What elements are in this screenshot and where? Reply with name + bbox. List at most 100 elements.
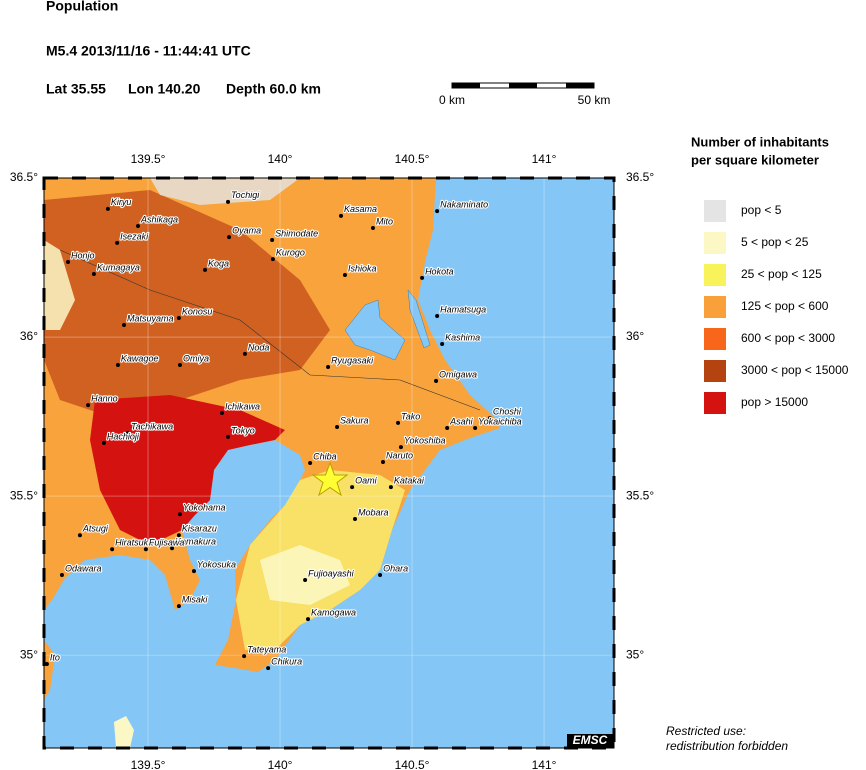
tokyo-urban xyxy=(90,395,285,545)
legend-swatch xyxy=(704,328,726,350)
city-dot xyxy=(306,617,311,622)
y-tick-label: 35° xyxy=(20,647,38,661)
city-label: Ito xyxy=(50,652,60,662)
legend-swatch xyxy=(704,392,726,414)
city-dot xyxy=(115,240,120,245)
x-tick-label: 140.5° xyxy=(395,152,430,166)
city-dot xyxy=(66,259,71,264)
city-dot xyxy=(335,425,340,430)
city-dot xyxy=(191,569,196,574)
ticks: 139.5° 139.5° 140° 140° 140.5° 140.5° 141° 141°… xyxy=(10,152,655,770)
legend-label: 3000 < pop < 15000 xyxy=(741,363,849,377)
city-label: Kamakura xyxy=(175,537,216,547)
city-dot xyxy=(303,578,308,583)
city-label: Mito xyxy=(376,216,393,226)
city-dot xyxy=(77,533,82,538)
kasumigaura xyxy=(344,299,406,361)
city-label: Oami xyxy=(355,476,378,486)
city-dot xyxy=(473,426,478,431)
city-dot xyxy=(380,460,385,465)
x-tick-label: 141° xyxy=(532,758,557,770)
city-label: Isezaki xyxy=(120,231,149,241)
city-dot xyxy=(101,440,106,445)
kitaura xyxy=(407,289,431,349)
city-dot xyxy=(266,666,271,671)
scale-end: 50 km xyxy=(578,93,611,107)
legend-swatch xyxy=(704,232,726,254)
city-dot xyxy=(219,411,224,416)
city-label: Kasama xyxy=(344,204,377,214)
city-dot xyxy=(350,485,355,490)
city-dot xyxy=(177,363,182,368)
y-tick-label: 35.5° xyxy=(626,488,654,502)
city-label: Hanno xyxy=(91,393,118,403)
city-label: Choshi xyxy=(493,407,522,417)
event: M5.4 2013/11/16 - 11:44:41 UTC xyxy=(46,43,251,59)
notice-2: redistribution forbidden xyxy=(666,739,788,753)
legend-title-1: Number of inhabitants xyxy=(691,134,829,149)
city-dot xyxy=(434,378,439,383)
notice-1: Restricted use: xyxy=(666,724,746,738)
city-label: Chikura xyxy=(271,657,302,667)
city-dot xyxy=(143,547,148,552)
city-label: Tachikawa xyxy=(131,421,173,431)
city-dot xyxy=(170,546,175,551)
city-dot xyxy=(435,314,440,319)
x-tick-label: 139.5° xyxy=(131,758,166,770)
legend-swatch xyxy=(704,264,726,286)
city-label: Yokohama xyxy=(183,503,226,513)
city-label: Yokoshiba xyxy=(404,435,446,445)
city-label: Yokaichiba xyxy=(478,416,522,426)
city-label: Asahi xyxy=(449,416,474,426)
city-label: Tochigi xyxy=(231,190,260,200)
scale-bar xyxy=(451,82,595,89)
city-dot xyxy=(242,654,247,659)
city-label: Honjo xyxy=(71,250,95,260)
brand-box xyxy=(567,734,614,748)
city-dot xyxy=(445,426,450,431)
city-label: Kamogawa xyxy=(311,608,356,618)
city-dot xyxy=(226,434,231,439)
city-dot xyxy=(270,257,275,262)
city-label: Kiryu xyxy=(111,197,132,207)
city-dot xyxy=(105,206,110,211)
city-label: Kisarazu xyxy=(182,524,217,534)
legend-title-2: per square kilometer xyxy=(691,152,819,167)
city-label: Ryugasaki xyxy=(331,355,374,365)
title: Population xyxy=(46,0,118,14)
city-label: Tako xyxy=(401,411,420,421)
city-label: Koga xyxy=(208,258,229,268)
city-label: Misaki xyxy=(182,595,209,605)
x-tick-label: 140° xyxy=(268,758,293,770)
north-plain xyxy=(44,190,330,420)
city-dot xyxy=(59,572,64,577)
city-label: Yokosuka xyxy=(197,560,236,570)
legend-label: 5 < pop < 25 xyxy=(741,235,809,249)
lat: Lat 35.55 xyxy=(46,81,106,97)
brand: EMSC xyxy=(573,733,608,747)
mountains xyxy=(44,240,75,330)
city-dot xyxy=(176,533,181,538)
legend-label: 125 < pop < 600 xyxy=(741,299,829,313)
city-label: Ichikawa xyxy=(225,401,260,411)
city-dot xyxy=(227,235,232,240)
y-tick-label: 36.5° xyxy=(626,170,654,184)
city-dot xyxy=(420,275,425,280)
city-dot xyxy=(308,461,313,465)
city-label: Hamatsuga xyxy=(440,304,486,314)
y-tick-label: 35.5° xyxy=(10,488,38,502)
legend-label: 25 < pop < 125 xyxy=(741,267,822,281)
city-label: Kashima xyxy=(445,332,480,342)
city-label: Matsuyama xyxy=(127,313,174,323)
sparse xyxy=(260,545,350,605)
city-dot xyxy=(270,238,275,243)
legend-label: 600 < pop < 3000 xyxy=(741,331,835,345)
city-dot xyxy=(135,224,140,229)
city-label: Omigawa xyxy=(439,369,477,379)
y-tick-label: 35° xyxy=(626,647,644,661)
city-label: Hokota xyxy=(425,266,454,276)
city-dot xyxy=(176,604,181,609)
city-label: Tokyo xyxy=(231,425,255,435)
city-label: Ohara xyxy=(383,563,408,573)
city-label: Hachioji xyxy=(107,431,140,441)
